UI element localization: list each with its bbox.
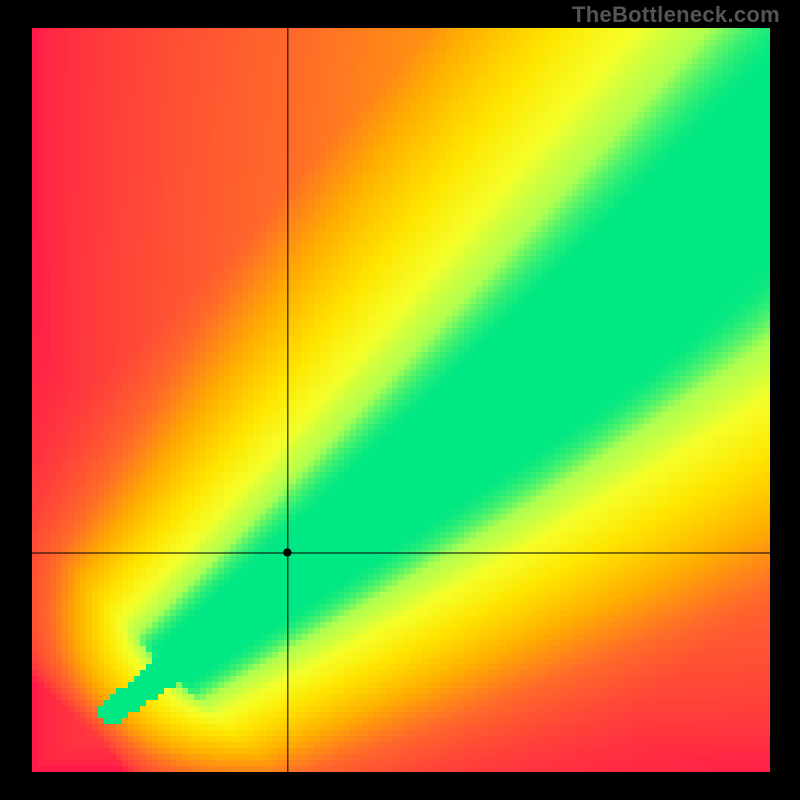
watermark-text: TheBottleneck.com bbox=[572, 2, 780, 28]
chart-container: TheBottleneck.com bbox=[0, 0, 800, 800]
heatmap-canvas bbox=[32, 28, 770, 772]
plot-area bbox=[32, 28, 770, 772]
